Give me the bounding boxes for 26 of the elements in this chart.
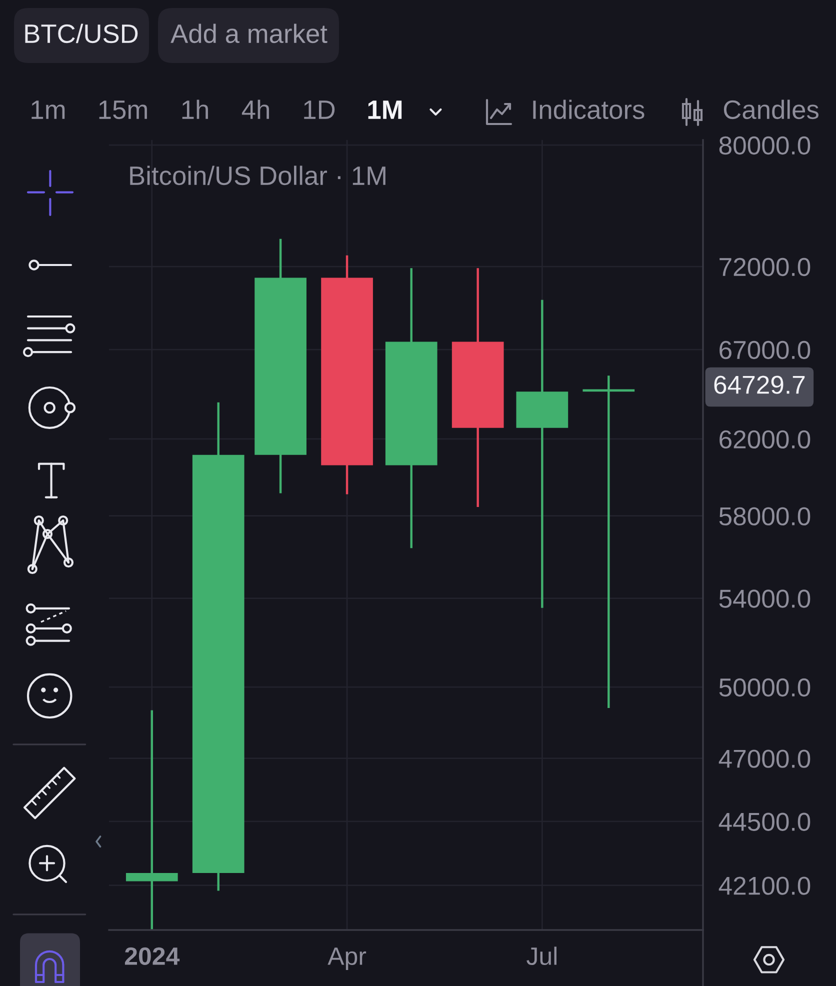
text: 1h: [182, 100, 208, 119]
text: Add a market: [170, 24, 328, 44]
candlestick: [126, 709, 178, 930]
y-tick-label: 44500.0: [718, 812, 810, 831]
text: Bitcoin/US Dollar · 1M: [130, 166, 386, 186]
x-tick-label: Apr: [328, 948, 366, 970]
y-tick-label: 62000.0: [720, 430, 810, 449]
y-tick-label: 80000.0: [719, 136, 810, 155]
text: 1D: [304, 100, 335, 119]
text: 1M: [368, 100, 402, 119]
y-tick-label: 47000.0: [718, 750, 810, 768]
text: 4h: [242, 100, 269, 119]
y-tick-label: 50000.0: [719, 678, 810, 697]
text: 64729.7: [714, 376, 805, 394]
y-tick-label: 42100.0: [718, 876, 810, 895]
y-tick-label: 54000.0: [719, 590, 810, 608]
y-tick-label: 58000.0: [719, 507, 810, 526]
text: 15m: [99, 100, 147, 120]
x-tick-label: 2024: [124, 947, 180, 966]
text: Candles: [724, 100, 818, 120]
text: 1m: [32, 100, 65, 119]
y-tick-label: 72000.0: [720, 258, 810, 276]
text: BTC/USD: [25, 24, 138, 44]
text: Indicators: [533, 100, 644, 120]
y-tick-label: 67000.0: [720, 340, 810, 360]
x-tick-label: Jul: [526, 946, 556, 966]
